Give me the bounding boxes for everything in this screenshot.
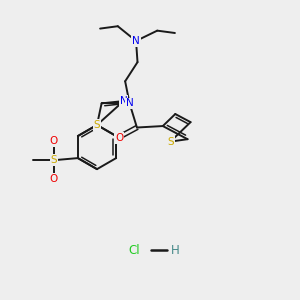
Text: Cl: Cl bbox=[128, 244, 140, 256]
Text: S: S bbox=[94, 120, 100, 130]
Text: H: H bbox=[171, 244, 179, 256]
Text: O: O bbox=[50, 174, 58, 184]
Text: O: O bbox=[115, 133, 123, 143]
Text: O: O bbox=[50, 136, 58, 146]
Text: S: S bbox=[50, 155, 57, 165]
Text: N: N bbox=[132, 36, 140, 46]
Text: S: S bbox=[167, 136, 174, 147]
Text: N: N bbox=[120, 96, 128, 106]
Text: N: N bbox=[126, 98, 134, 108]
